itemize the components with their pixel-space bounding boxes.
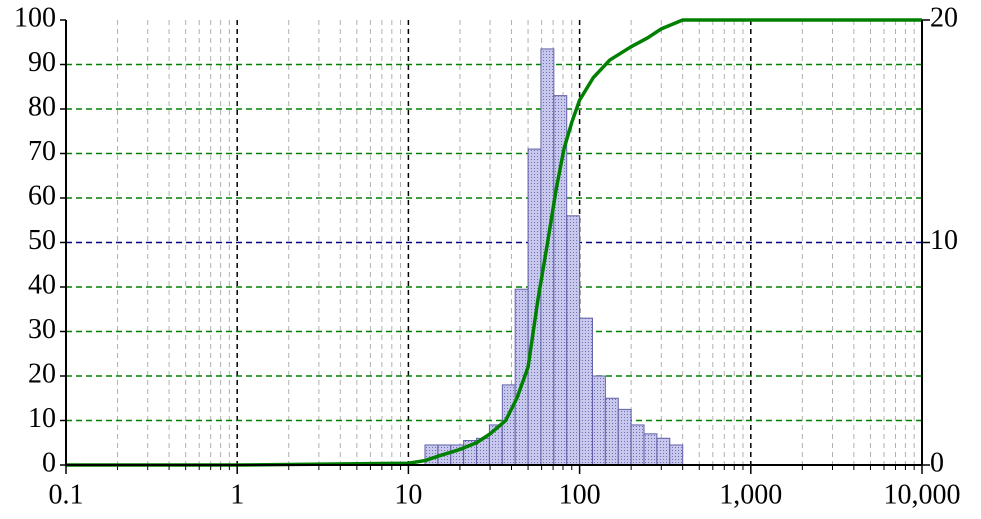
y-tick-label: 60 [28, 180, 56, 211]
x-tick-label: 10 [394, 479, 422, 510]
bar [566, 215, 581, 466]
bar [604, 397, 619, 466]
x-tick-label: 10,000 [884, 479, 961, 510]
y-tick-label: 90 [28, 47, 56, 78]
bar [579, 317, 593, 466]
marks [66, 18, 922, 467]
y-tick-label: 30 [28, 314, 56, 345]
bar [617, 408, 632, 466]
y-tick-label: 80 [28, 91, 56, 122]
bar [669, 444, 684, 466]
axes: 0.1 1 10 100 1,000 10,00001020304050607080901… [14, 2, 961, 510]
bar [656, 437, 671, 466]
y-tick-label: 10 [28, 403, 56, 434]
y-tick-label: 0 [42, 447, 56, 478]
bar [540, 48, 555, 466]
y-tick-label: 40 [28, 269, 56, 300]
bar [527, 148, 542, 466]
y-tick-label: 20 [28, 358, 56, 389]
y-tick-label: 100 [14, 2, 56, 33]
bar [630, 424, 645, 466]
y2-tick-label: 20 [930, 2, 958, 33]
x-tick-label: 1 [230, 479, 244, 510]
bar [643, 433, 658, 466]
y2-tick-label: 10 [930, 225, 958, 256]
y-tick-label: 70 [28, 136, 56, 167]
cumulative-line [66, 18, 922, 467]
x-tick-label: 0.1 [49, 479, 84, 510]
y-tick-label: 50 [28, 225, 56, 256]
y2-tick-label: 0 [930, 447, 944, 478]
grid [66, 20, 922, 465]
bar [591, 375, 606, 466]
bar [424, 444, 439, 466]
x-tick-label: 1,000 [719, 479, 782, 510]
x-tick-label: 100 [559, 479, 601, 510]
bar [501, 384, 516, 466]
